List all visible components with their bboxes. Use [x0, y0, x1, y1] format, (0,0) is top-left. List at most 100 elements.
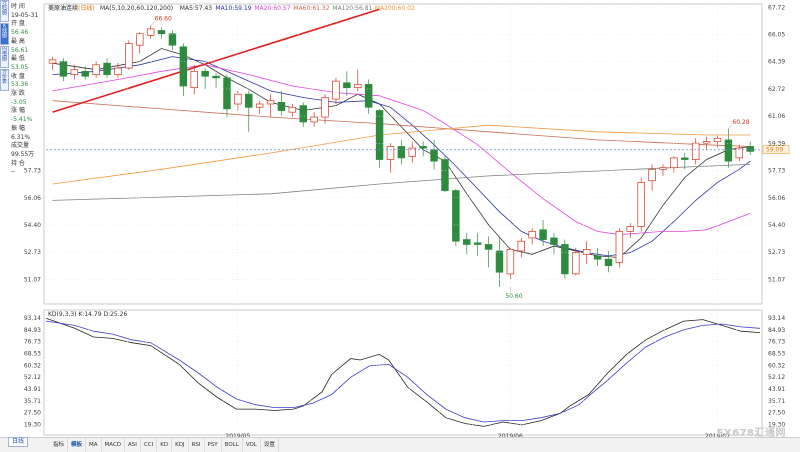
info-label: 收 盘 [11, 72, 25, 80]
kd-tick-right: 84.93 [768, 327, 785, 334]
kd-tick-left: 35.71 [24, 398, 41, 405]
candle-body [724, 139, 733, 162]
ma-line-ma200 [52, 124, 751, 185]
candle-body [691, 142, 700, 160]
candle-body [572, 252, 580, 275]
candle-body [59, 61, 68, 77]
candle-body [517, 240, 526, 252]
kd-line-k [45, 317, 761, 427]
info-value: 56.46 [11, 29, 29, 37]
info-panel: 时 间 19-05-31 开 盘 56.46 最 高 56.61 最 低 53.05 收 盘 53… [11, 3, 45, 177]
current-price-label: 59.09 [766, 147, 783, 154]
ma-line-ma120 [52, 164, 751, 201]
toolbar-tab[interactable]: BOLL [222, 438, 243, 452]
price-tick-left: 52.73 [24, 249, 41, 256]
candle-body [528, 231, 536, 239]
annotation-label: 60.28 [732, 119, 749, 126]
info-value: 56.61 [11, 46, 29, 54]
price-tick-left: 56.06 [24, 195, 41, 202]
kd-tick-left: 60.32 [24, 362, 41, 369]
candle-body [637, 182, 645, 227]
price-tick-left: 51.07 [24, 276, 41, 283]
candle-body [179, 46, 188, 87]
candle-body [212, 75, 220, 79]
candle-body [92, 64, 100, 75]
ma-line-ma20 [52, 64, 751, 236]
kd-tick-right: 43.91 [768, 386, 785, 393]
ma-legend-item: MA200:60.02 [375, 5, 415, 12]
toolbar-tab[interactable]: KD [157, 438, 173, 452]
price-tick-right: 57.73 [768, 167, 785, 174]
info-value: 99.55万 [11, 150, 35, 158]
candle-body [190, 70, 198, 89]
kd-tick-left: 68.53 [24, 350, 41, 357]
kd-line-d [45, 320, 761, 423]
info-value: 53.05 [11, 63, 29, 71]
kd-title: KD(9,3,3) K:14.79 D:25.26 [48, 311, 127, 318]
toolbar-tab[interactable]: ASI [125, 438, 141, 452]
toolbar-tab[interactable]: CCI [141, 438, 158, 452]
info-label: 最 低 [11, 55, 25, 63]
toolbar-tab[interactable]: 指标 [50, 438, 69, 452]
candle-body [201, 70, 209, 77]
candle-body [670, 157, 678, 169]
kd-tick-left: 52.12 [24, 374, 41, 381]
toolbar-tab[interactable]: PSY [205, 438, 222, 452]
candle-body [582, 249, 591, 255]
current-price-tag [762, 145, 790, 155]
candle-body [343, 82, 351, 89]
annotation-leader [150, 21, 155, 26]
price-tick-right: 67.72 [768, 4, 785, 11]
ma-line-ma60 [52, 100, 751, 147]
ma-legend-item: MA120:56.81 [332, 5, 372, 12]
candle-body [561, 244, 569, 275]
candle-body [168, 33, 177, 46]
toolbar-tab[interactable]: 设置 [261, 438, 279, 452]
date-label: 2019/06 [498, 433, 523, 440]
candle-body [463, 239, 471, 245]
info-value: 6.31% [11, 133, 31, 141]
ma-legend: 美原油连续 (日线) MA(5,10,20,60,120,200) MA5:57.43… [48, 4, 415, 12]
info-label: 持 仓 [11, 159, 25, 167]
price-annotations: 66.60 50.60 60.28 [150, 16, 750, 300]
candle-body [375, 110, 384, 160]
toolbar-tab[interactable]: RSI [189, 438, 205, 452]
info-label: 振 幅 [11, 124, 25, 132]
info-label: 涨 幅 [11, 107, 25, 115]
candle-body [735, 147, 744, 159]
toolbar-tab[interactable]: KDJ [172, 438, 189, 452]
toolbar-tab[interactable]: MA [86, 438, 102, 452]
candle-body [615, 231, 624, 263]
candle-body [397, 146, 406, 159]
side-tab[interactable]: 分时图 [0, 0, 9, 22]
kd-indicator: KD(9,3,3) K:14.79 D:25.26 [45, 311, 761, 427]
date-label: 2019/07 [705, 433, 730, 440]
info-value: 19-05-31 [11, 11, 39, 19]
candle-body [648, 168, 656, 182]
ma-legend-item: MA10:59.19 [215, 5, 251, 12]
candle-body [223, 77, 231, 110]
side-tab[interactable]: 分价表 [0, 69, 9, 91]
candle-body [277, 102, 286, 111]
annotation-label: 66.60 [155, 16, 172, 23]
trendline [52, 8, 380, 113]
toolbar-tab[interactable]: VOL [243, 438, 261, 452]
side-tab[interactable]: K线图 [0, 23, 9, 45]
price-tick-right: 61.06 [768, 113, 785, 120]
side-tab[interactable]: 闪电图 [0, 46, 9, 68]
candle-body [702, 141, 711, 144]
candle-body [136, 33, 144, 46]
info-value: -- [11, 168, 16, 176]
toolbar-tab[interactable]: MACD [102, 438, 126, 452]
red-trendline [52, 8, 380, 113]
info-label: 涨 跌 [11, 90, 25, 98]
toolbar-tab[interactable]: 模板 [68, 438, 87, 452]
candle-body [408, 147, 416, 157]
candle-body [495, 250, 504, 273]
timeframe-tab[interactable]: 日线 [8, 437, 29, 447]
price-tick-right: 51.07 [768, 276, 785, 283]
price-tick-right: 59.39 [768, 140, 785, 147]
kd-tick-right: 35.71 [768, 398, 785, 405]
candle-body [332, 80, 340, 100]
info-value: -5.41% [11, 116, 33, 124]
